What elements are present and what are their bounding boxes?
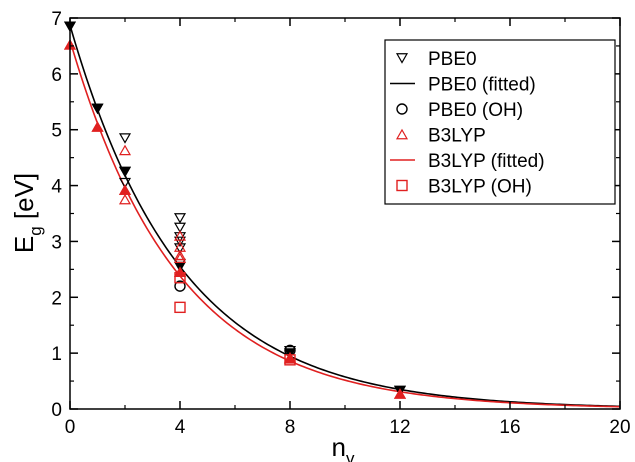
- y-tick-label-2: 2: [51, 288, 62, 309]
- legend: PBE0 PBE0 (fitted) PBE0 (OH) B3LYP B3LYP (fi…: [384, 39, 616, 205]
- y-axis-label: Eg [eV]: [9, 173, 45, 253]
- legend-label-4: B3LYP (fitted): [428, 151, 545, 172]
- data-point-s0-5: [173, 213, 187, 224]
- data-point-s4-2: [118, 184, 132, 195]
- x-tick-label-1: 4: [175, 417, 186, 438]
- x-tick-label-3: 12: [389, 417, 410, 438]
- y-tick-label-7: 7: [51, 9, 62, 30]
- y-tick-label-6: 6: [51, 65, 62, 86]
- fitted-curves: [69, 25, 621, 408]
- x-tick-label-4: 16: [499, 417, 520, 438]
- legend-item-5: B3LYP (OH): [396, 177, 532, 198]
- legend-label-0: PBE0: [428, 49, 477, 70]
- y-axis-label-unit: [eV]: [9, 173, 39, 226]
- x-axis-label: nv: [332, 432, 355, 462]
- legend-label-5: B3LYP (OH): [428, 177, 532, 198]
- data-point-s0-2: [118, 133, 132, 144]
- legend-item-1: PBE0 (fitted): [390, 75, 536, 96]
- data-point-s3-2: [118, 144, 132, 156]
- data-point-s3-7: [173, 249, 187, 261]
- data-point-s1-1: [91, 103, 104, 115]
- data-point-s2-0: [174, 280, 186, 292]
- y-tick-label-3: 3: [51, 232, 62, 253]
- legend-item-0: PBE0: [395, 49, 477, 70]
- data-point-s0-9: [173, 243, 187, 254]
- legend-item-2: PBE0 (OH): [396, 100, 523, 121]
- data-point-s0-6: [173, 222, 187, 234]
- legend-item-4: B3LYP (fitted): [390, 151, 545, 172]
- data-point-s3-4: [118, 193, 132, 205]
- x-tick-label-2: 8: [285, 417, 296, 438]
- legend-marker-2: [396, 103, 408, 115]
- data-point-s4-4: [283, 353, 297, 364]
- data-point-s5-1: [174, 272, 186, 284]
- fitted-curve-pbe0: [69, 25, 621, 408]
- data-points: [63, 21, 407, 399]
- y-tick-label-1: 1: [51, 344, 62, 365]
- legend-marker-5: [396, 179, 408, 192]
- y-tick-label-5: 5: [51, 121, 62, 142]
- data-point-s0-8: [173, 236, 187, 248]
- legend-item-3: B3LYP: [395, 126, 486, 147]
- data-point-s5-0: [174, 301, 186, 314]
- legend-label-1: PBE0 (fitted): [428, 75, 536, 96]
- legend-label-2: PBE0 (OH): [428, 100, 523, 121]
- fitted-curve-b3lyp: [69, 40, 621, 408]
- data-point-s4-5: [393, 388, 407, 399]
- x-tick-label-5: 20: [609, 417, 630, 438]
- data-point-s5-2: [284, 354, 296, 366]
- legend-marker-0: [395, 53, 409, 64]
- data-point-s0-4: [118, 177, 132, 189]
- y-tick-label-0: 0: [51, 400, 62, 421]
- x-tick-label-0: 0: [65, 417, 76, 438]
- data-point-s1-2: [118, 166, 132, 178]
- y-axis-label-sub: g: [26, 226, 45, 235]
- x-axis-label-main: n: [332, 432, 346, 462]
- y-axis-label-main: E: [9, 236, 39, 253]
- x-axis-label-sub: v: [346, 449, 355, 462]
- data-point-s4-3: [173, 266, 187, 277]
- data-point-s4-1: [91, 121, 104, 132]
- data-point-s3-8: [173, 252, 187, 264]
- y-tick-label-4: 4: [51, 177, 62, 198]
- legend-label-3: B3LYP: [428, 126, 486, 147]
- legend-box: [384, 39, 616, 205]
- data-point-s3-5: [173, 230, 187, 241]
- legend-marker-3: [395, 128, 409, 140]
